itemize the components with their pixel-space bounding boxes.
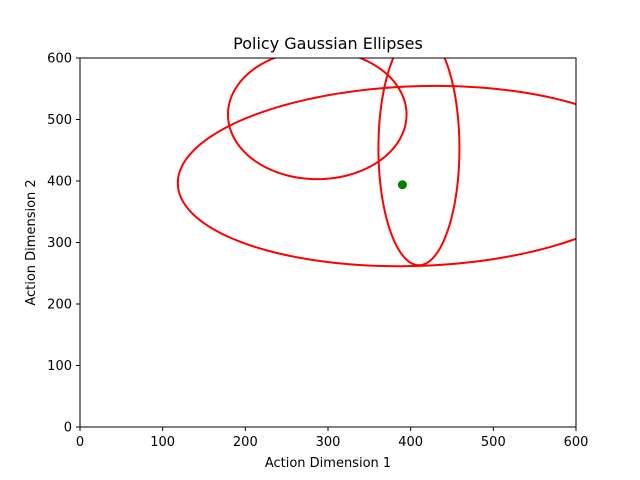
x-axis: 0 100 200 300 400 500 600 — [76, 427, 589, 450]
y-tick-label: 300 — [47, 236, 72, 251]
y-axis-label: Action Dimension 2 — [24, 179, 39, 305]
x-tick-label: 400 — [398, 435, 423, 450]
x-tick-label: 300 — [316, 435, 341, 450]
x-tick-label: 600 — [564, 435, 589, 450]
y-axis: 0 100 200 300 400 500 600 — [47, 52, 80, 436]
y-tick-label: 400 — [47, 175, 72, 190]
point-layer — [397, 180, 407, 190]
chart-title: Policy Gaussian Ellipses — [233, 34, 423, 53]
y-tick-label: 600 — [47, 52, 72, 67]
y-tick-label: 200 — [47, 298, 72, 313]
x-tick-label: 100 — [150, 435, 175, 450]
x-axis-label: Action Dimension 1 — [265, 456, 391, 471]
mean-point-1 — [397, 180, 407, 190]
plot-area — [80, 58, 576, 427]
x-tick-label: 0 — [76, 435, 84, 450]
gaussian-ellipse-2 — [377, 58, 461, 267]
y-tick-label: 100 — [47, 359, 72, 374]
gaussian-ellipse-3 — [176, 84, 576, 268]
y-tick-label: 500 — [47, 113, 72, 128]
x-tick-label: 500 — [481, 435, 506, 450]
y-tick-label: 0 — [64, 421, 72, 436]
gaussian-ellipse-1 — [226, 58, 408, 181]
x-tick-label: 200 — [233, 435, 258, 450]
ellipse-layer — [176, 58, 576, 268]
